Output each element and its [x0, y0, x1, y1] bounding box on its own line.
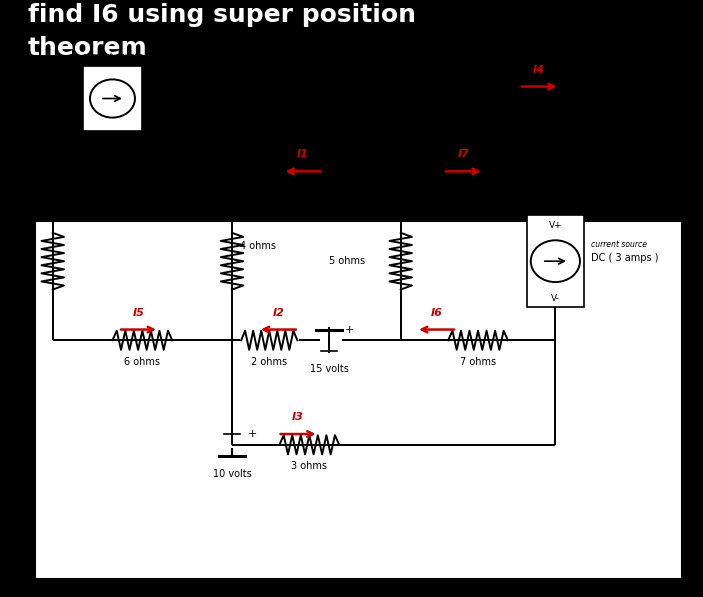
- Text: V+: V+: [548, 221, 562, 230]
- Text: I3: I3: [292, 412, 304, 422]
- Text: current source: current source: [591, 240, 647, 249]
- Text: 10 volts: 10 volts: [212, 469, 252, 479]
- Text: 2 ohms: 2 ohms: [251, 357, 288, 367]
- Text: find I6 using super position: find I6 using super position: [28, 3, 416, 27]
- Text: 8 ohms: 8 ohms: [0, 256, 33, 266]
- Text: I1: I1: [297, 149, 309, 159]
- Text: 6 ohms: 6 ohms: [124, 357, 160, 367]
- Text: 3 ohms: 3 ohms: [291, 461, 328, 472]
- Bar: [35, 221, 682, 579]
- Text: current source: current source: [82, 52, 143, 61]
- Text: 1 ohm: 1 ohm: [301, 198, 332, 208]
- Text: I2: I2: [273, 307, 284, 318]
- Circle shape: [531, 240, 580, 282]
- Text: I7: I7: [458, 149, 469, 159]
- Text: I5: I5: [133, 307, 144, 318]
- Text: I4: I4: [534, 64, 545, 75]
- Text: 5 volts: 5 volts: [216, 165, 248, 176]
- Text: 15 volts: 15 volts: [309, 364, 349, 374]
- Text: +: +: [344, 325, 354, 334]
- Text: 5 ohms: 5 ohms: [330, 256, 366, 266]
- Text: ↙: ↙: [71, 91, 79, 100]
- Text: ↙: ↙: [144, 91, 152, 100]
- Bar: [527, 215, 584, 307]
- Circle shape: [90, 79, 135, 118]
- Text: I6: I6: [431, 307, 442, 318]
- Text: 9 ohms: 9 ohms: [447, 73, 484, 84]
- Text: V-: V-: [551, 294, 560, 303]
- Text: DC ( 6 amps ): DC ( 6 amps ): [79, 140, 146, 150]
- Text: theorem: theorem: [28, 36, 148, 60]
- Text: +: +: [252, 125, 261, 134]
- Bar: [83, 66, 143, 131]
- Text: 7 ohms: 7 ohms: [460, 357, 496, 367]
- Text: DC ( 3 amps ): DC ( 3 amps ): [591, 253, 659, 263]
- Text: +: +: [247, 429, 257, 439]
- Text: 4 ohms: 4 ohms: [240, 241, 276, 251]
